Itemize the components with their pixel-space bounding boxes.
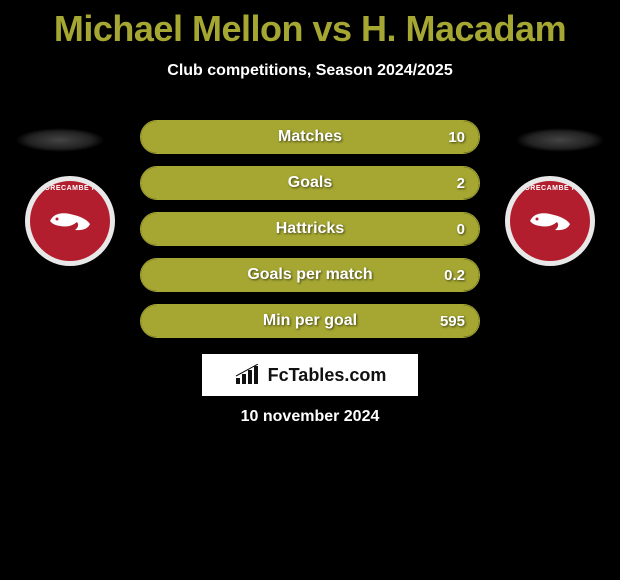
header: Michael Mellon vs H. Macadam: [0, 0, 620, 50]
stats-container: Matches10 Goals2 Hattricks0 Goals per match…: [140, 120, 480, 350]
club-badge-left: MORECAMBE FC: [25, 176, 115, 266]
badge-club-text-left: MORECAMBE FC: [38, 185, 102, 192]
page-title: Michael Mellon vs H. Macadam: [0, 8, 620, 50]
stat-label: Goals: [141, 174, 479, 192]
stat-label: Matches: [141, 128, 479, 146]
shrimp-icon: [45, 206, 95, 236]
stat-label: Min per goal: [141, 312, 479, 330]
stat-row: Hattricks0: [140, 212, 480, 246]
shadow-right: [515, 128, 605, 152]
badge-inner-left: MORECAMBE FC: [30, 181, 110, 261]
brand-box: FcTables.com: [202, 354, 418, 396]
subtitle: Club competitions, Season 2024/2025: [0, 62, 620, 80]
stat-row: Matches10: [140, 120, 480, 154]
stat-value-right: 2: [457, 175, 465, 192]
date-text: 10 november 2024: [0, 408, 620, 426]
badge-club-text-right: MORECAMBE FC: [518, 185, 582, 192]
badge-inner-right: MORECAMBE FC: [510, 181, 590, 261]
stat-label: Hattricks: [141, 220, 479, 238]
brand-chart-icon: [234, 364, 262, 386]
stat-value-right: 0.2: [444, 267, 465, 284]
stat-row: Goals2: [140, 166, 480, 200]
stat-value-right: 595: [440, 313, 465, 330]
stat-label: Goals per match: [141, 266, 479, 284]
shadow-left: [15, 128, 105, 152]
stat-value-right: 10: [448, 129, 465, 146]
stat-value-right: 0: [457, 221, 465, 238]
brand-text: FcTables.com: [268, 365, 387, 386]
shrimp-icon: [525, 206, 575, 236]
club-badge-right: MORECAMBE FC: [505, 176, 595, 266]
stat-row: Goals per match0.2: [140, 258, 480, 292]
stat-row: Min per goal595: [140, 304, 480, 338]
